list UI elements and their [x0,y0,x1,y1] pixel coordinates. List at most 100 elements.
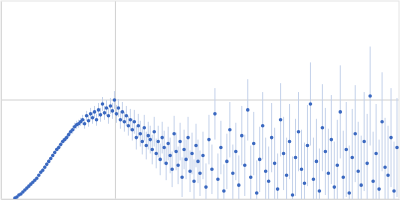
point [101,102,105,106]
error-bar [205,163,206,199]
point [353,132,357,136]
error-bar [313,138,314,199]
point [273,162,277,166]
error-bar [376,104,377,199]
point [389,136,393,140]
point [219,146,223,150]
point [336,164,340,168]
error-bar [361,136,362,199]
point [365,162,369,166]
point [252,142,256,146]
point [291,193,295,197]
error-bar [343,131,344,199]
point [182,148,186,152]
point [37,173,41,177]
point [300,168,304,172]
chart [0,0,400,200]
point [204,185,208,189]
point [356,169,360,173]
error-bar [352,109,353,199]
point [49,157,53,161]
point [362,140,366,144]
point [383,166,387,170]
error-bar [250,146,251,199]
point [341,175,345,179]
error-bar [373,132,374,199]
point [201,154,205,158]
point [333,185,337,189]
error-bars [15,47,397,199]
point [377,187,381,191]
point [146,134,150,138]
point [276,187,280,191]
point [148,138,152,142]
error-bar [292,156,293,199]
point [258,158,262,162]
point [87,119,91,123]
point [47,160,51,164]
point [216,177,220,181]
point [41,169,45,173]
error-bar [367,114,368,199]
point [115,112,119,116]
point [234,150,238,154]
point [297,130,301,134]
point [156,140,160,144]
point [59,143,63,147]
point [374,152,378,156]
point [125,114,129,118]
point [162,146,166,150]
point [89,112,93,116]
point [119,118,123,122]
point [324,150,328,154]
point [117,106,121,110]
error-bar [223,164,224,199]
point [196,160,200,164]
point [347,191,351,195]
point [176,164,180,168]
point [174,150,178,154]
point [53,151,57,155]
point [368,94,372,98]
point [240,134,244,138]
point [111,109,115,113]
point [97,108,101,112]
error-bar [304,143,305,199]
point [225,160,229,164]
point [141,140,145,144]
point [207,138,211,142]
point [170,168,174,172]
point [103,111,107,115]
point [91,116,95,120]
y-grid-line [1,100,399,101]
error-bar [385,118,386,199]
point [35,176,39,180]
point [213,112,217,116]
point [105,106,109,110]
point [386,173,390,177]
point [279,118,283,122]
error-bar [349,146,350,199]
point [294,156,298,160]
point [249,175,253,179]
point [71,128,75,132]
point [285,173,289,177]
point [158,158,162,162]
point [222,189,226,193]
point [184,158,188,162]
point [246,108,250,112]
point [178,140,182,144]
point [121,110,125,114]
point [327,171,331,175]
plot-frame [1,1,399,199]
point [160,136,164,140]
point [180,175,184,179]
point [339,110,343,114]
point [371,179,375,183]
point [135,136,139,140]
point [144,144,148,148]
point [152,130,156,134]
point [186,136,190,140]
point [237,183,241,187]
point [57,146,61,150]
